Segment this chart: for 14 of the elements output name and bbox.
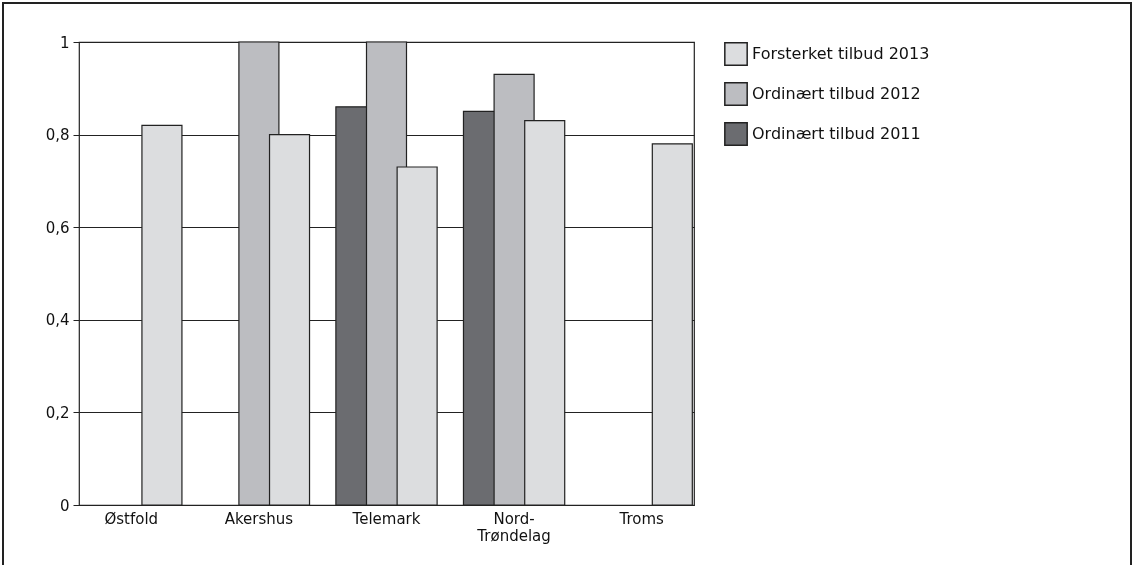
y-tick-label: 0,6 (45, 218, 70, 237)
legend-label: Ordinært tilbud 2011 (752, 124, 921, 143)
y-tick-label: 0,8 (45, 126, 70, 145)
x-tick-label: Nord- Trøndelag (476, 509, 551, 545)
y-tick-label: 1 (59, 33, 70, 52)
legend-label: Ordinært tilbud 2012 (752, 84, 921, 103)
x-tick-label: Telemark (351, 509, 421, 528)
x-tick-label: Østfold (104, 509, 159, 528)
legend-label: Forsterket tilbud 2013 (752, 44, 930, 63)
y-tick-label: 0 (59, 496, 70, 515)
x-tick-label: Akershus (224, 509, 294, 528)
y-tick-label: 0,2 (45, 403, 70, 422)
y-tick-label: 0,4 (45, 311, 70, 330)
x-tick-label: Troms (618, 509, 665, 528)
